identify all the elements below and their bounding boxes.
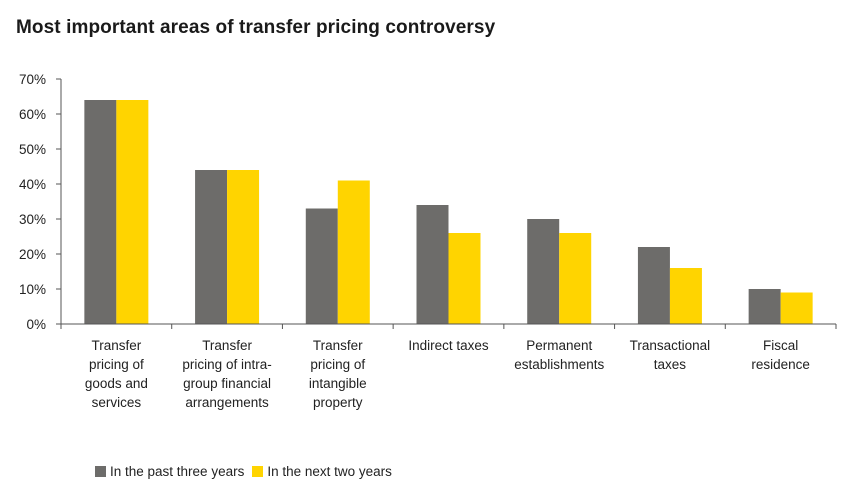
x-category-label-line: Indirect taxes (408, 338, 489, 353)
y-tick-label: 60% (19, 107, 46, 122)
x-category-label-line: Transfer (202, 338, 252, 353)
y-tick-label: 40% (19, 177, 46, 192)
x-category-label-line: intangible (309, 376, 367, 391)
y-tick-label: 50% (19, 142, 46, 157)
y-tick-label: 10% (19, 282, 46, 297)
bar-next-two-years (448, 233, 481, 324)
x-category-label-line: residence (751, 357, 810, 372)
x-category-label-line: taxes (654, 357, 687, 372)
x-category-label-line: Transactional (630, 338, 711, 353)
x-category-label: Permanent establishments (514, 338, 604, 372)
bar-next-two-years (669, 268, 702, 324)
x-category-label: Transfer pricing of intangible property (309, 338, 367, 410)
y-tick-label: 70% (19, 72, 46, 87)
legend: In the past three years In the next two … (95, 464, 400, 479)
x-category-label-line: Transfer (91, 338, 141, 353)
chart-title: Most important areas of transfer pricing… (16, 17, 496, 38)
x-category-label-line: Permanent (526, 338, 592, 353)
x-category-label-line: pricing of (89, 357, 144, 372)
y-tick-label: 0% (26, 317, 46, 332)
bar-past-three-years (637, 247, 670, 324)
x-category-label-line: establishments (514, 357, 604, 372)
bar-past-three-years (748, 289, 781, 324)
bar-next-two-years (780, 292, 813, 324)
x-category-label: Transfer pricing of intra-group financial… (182, 338, 271, 410)
legend-item-next: In the next two years (252, 464, 392, 479)
bar-past-three-years (527, 219, 560, 324)
bar-past-three-years (305, 208, 338, 324)
x-category-label-line: arrangements (185, 395, 269, 410)
legend-item-past: In the past three years (95, 464, 244, 479)
legend-swatch-next (252, 466, 264, 477)
x-category-label-line: pricing of (310, 357, 365, 372)
bar-past-three-years (195, 170, 228, 324)
x-category-label-line: property (313, 395, 363, 410)
bar-past-three-years (416, 205, 449, 324)
x-category-label-line: group financial (183, 376, 271, 391)
bar-next-two-years (337, 180, 370, 324)
y-tick-label: 20% (19, 247, 46, 262)
bar-next-two-years (227, 170, 260, 324)
x-category-label: Indirect taxes (408, 338, 489, 353)
x-category-label: Transfer pricing of goods and services (85, 338, 148, 410)
bar-next-two-years (116, 100, 149, 324)
bar-past-three-years (84, 100, 117, 324)
x-category-label-line: pricing of intra- (182, 357, 271, 372)
x-category-label-line: Fiscal (763, 338, 798, 353)
x-category-label-line: services (92, 395, 142, 410)
bar-next-two-years (559, 233, 592, 324)
x-category-label: Fiscal residence (751, 338, 810, 372)
x-category-label: Transactional taxes (630, 338, 711, 372)
x-category-label-line: goods and (85, 376, 148, 391)
legend-swatch-past (95, 466, 106, 477)
legend-label-next: In the next two years (267, 464, 392, 479)
x-category-label-line: Transfer (313, 338, 363, 353)
y-tick-label: 30% (19, 212, 46, 227)
legend-label-past: In the past three years (110, 464, 245, 479)
